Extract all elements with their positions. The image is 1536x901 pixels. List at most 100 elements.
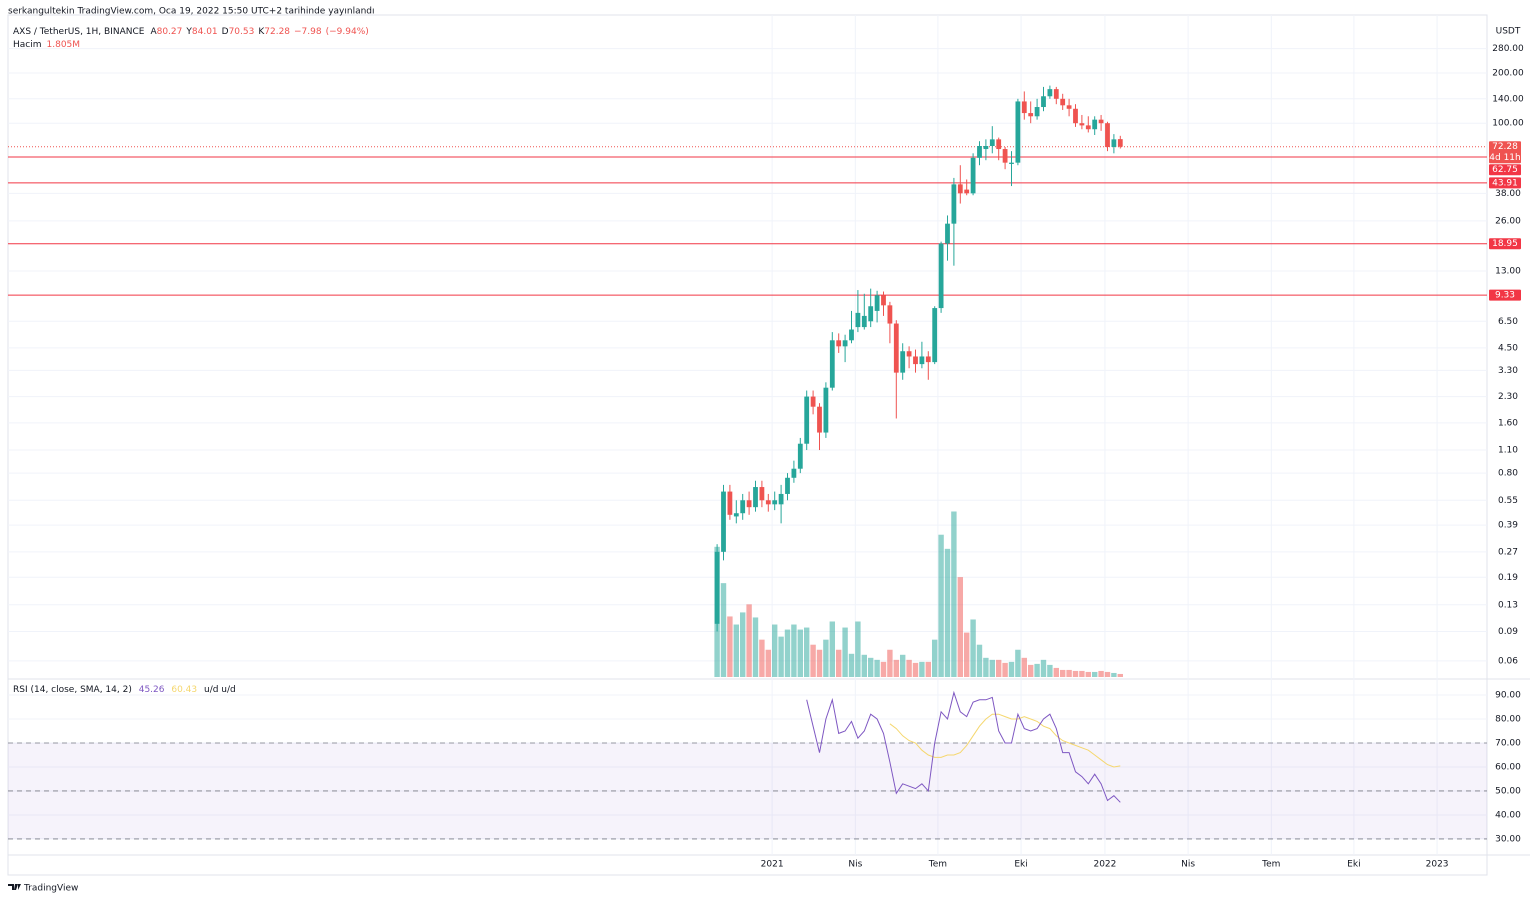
brand-logo	[8, 884, 21, 890]
volume-bar	[1021, 657, 1027, 677]
candle-body	[925, 356, 931, 363]
candle-body	[977, 146, 982, 158]
candle-body	[1073, 108, 1078, 124]
candle-body	[849, 329, 854, 341]
volume-bar	[1015, 649, 1021, 677]
rsi-legend: RSI (14, close, SMA, 14, 2) 45.26 60.43 …	[13, 685, 236, 695]
x-tick-label: 2022	[1093, 860, 1116, 870]
brand: TradingView	[23, 884, 78, 894]
volume-bar	[1117, 673, 1123, 677]
candle-body	[1092, 119, 1098, 130]
y-tick-label: 280.00	[1492, 44, 1524, 54]
rsi-last: 45.26	[139, 685, 165, 695]
rsi-sma-line	[889, 713, 1121, 768]
candle-body	[1098, 119, 1104, 124]
volume-bar	[1104, 671, 1111, 677]
volume-bar	[778, 636, 784, 677]
publisher: serkangultekin TradingView.com, Oca 19, …	[8, 7, 375, 17]
y-tick-label: 0.27	[1498, 547, 1518, 557]
candle-body	[868, 306, 874, 322]
candle-body	[1028, 113, 1034, 117]
y-tick-label: 0.55	[1498, 496, 1518, 506]
candle-body	[1085, 125, 1091, 130]
y-tick-label: 200.00	[1492, 68, 1524, 78]
candle-body	[1060, 98, 1066, 106]
candle-body	[1009, 162, 1014, 164]
volume-bar	[919, 661, 925, 677]
rsi-tick-label: 80.00	[1495, 714, 1521, 724]
volume-bar	[1059, 669, 1066, 677]
volume-bar	[925, 661, 931, 677]
y-tick-label: 3.30	[1498, 366, 1518, 376]
volume-bar	[784, 629, 791, 677]
x-tick-label: 2021	[761, 860, 784, 870]
volume-bar	[823, 639, 829, 677]
candle-body	[842, 340, 848, 347]
candle-body	[772, 500, 778, 505]
candle-body	[1053, 89, 1059, 99]
volume-bar	[746, 604, 752, 677]
y-tick-label: 2.30	[1498, 392, 1518, 402]
candle-body	[1111, 139, 1117, 148]
y-tick-label: 0.19	[1498, 573, 1518, 583]
volume-bar	[1027, 664, 1034, 677]
candle-body	[932, 308, 938, 363]
symbol: AXS / TetherUS, 1H, BINANCE	[13, 27, 145, 37]
volume-bar	[893, 659, 899, 677]
volume-bar	[727, 616, 733, 677]
y-tick-label: 100.00	[1492, 119, 1524, 129]
candle-body	[906, 351, 912, 357]
rsi-tick-label: 90.00	[1495, 690, 1521, 700]
volume-bar	[874, 659, 880, 677]
y-tick-label: 26.00	[1495, 216, 1521, 226]
volume-bar	[848, 653, 855, 677]
ohlc-letter: D	[222, 27, 229, 37]
y-tick-label: 140.00	[1492, 94, 1524, 104]
candle-body	[900, 351, 906, 373]
candle-body	[746, 500, 752, 508]
volume-bar	[803, 627, 810, 677]
volume-bar	[771, 624, 778, 677]
rsi-title: RSI (14, close, SMA, 14, 2)	[13, 685, 132, 695]
change-pct: (−9.94%)	[326, 27, 369, 37]
candle-body	[823, 387, 829, 433]
volume-bar	[861, 654, 867, 677]
volume-bar	[1091, 671, 1098, 677]
volume-bar	[944, 548, 951, 677]
candle-body	[1047, 89, 1053, 97]
y-tick-label: 1.10	[1498, 446, 1518, 456]
volume-last: 1.805M	[47, 40, 81, 50]
volume-bar	[733, 624, 740, 677]
candle-body	[740, 500, 746, 514]
volume-bar	[1040, 659, 1047, 677]
volume-bar	[1072, 670, 1079, 677]
candle-body	[913, 356, 918, 365]
volume-bar	[1066, 669, 1072, 677]
y-tick-label: 38.00	[1495, 189, 1521, 199]
candle-body	[919, 356, 925, 365]
volume-bar	[1079, 670, 1085, 677]
candle-body	[759, 487, 765, 501]
volume-bar	[887, 649, 893, 677]
x-tick-label: Eki	[1014, 860, 1027, 870]
rsi-tick-label: 60.00	[1495, 762, 1521, 772]
ohlc-letter: Y	[185, 27, 192, 37]
legend: AXS / TetherUS, 1H, BINANCE A80.27 Y84.01 D…	[13, 27, 369, 37]
volume-bar	[791, 624, 797, 677]
candle-body	[996, 139, 1002, 150]
volume-bar	[816, 649, 823, 677]
candle-body	[727, 491, 733, 515]
x-tick-label: Nis	[1181, 860, 1195, 870]
candle-body	[1034, 107, 1040, 117]
y-tick-label: 4.50	[1498, 343, 1518, 353]
countdown: 4d 11h	[1489, 153, 1520, 163]
volume-bar	[855, 621, 861, 677]
price-tag	[1489, 238, 1521, 250]
currency: USDT	[1496, 27, 1521, 37]
candle-body	[1117, 139, 1123, 147]
volume-bar	[983, 657, 989, 677]
ohlc-value: 80.27	[157, 27, 183, 37]
candle-body	[893, 323, 899, 373]
volume-bar	[951, 511, 957, 677]
